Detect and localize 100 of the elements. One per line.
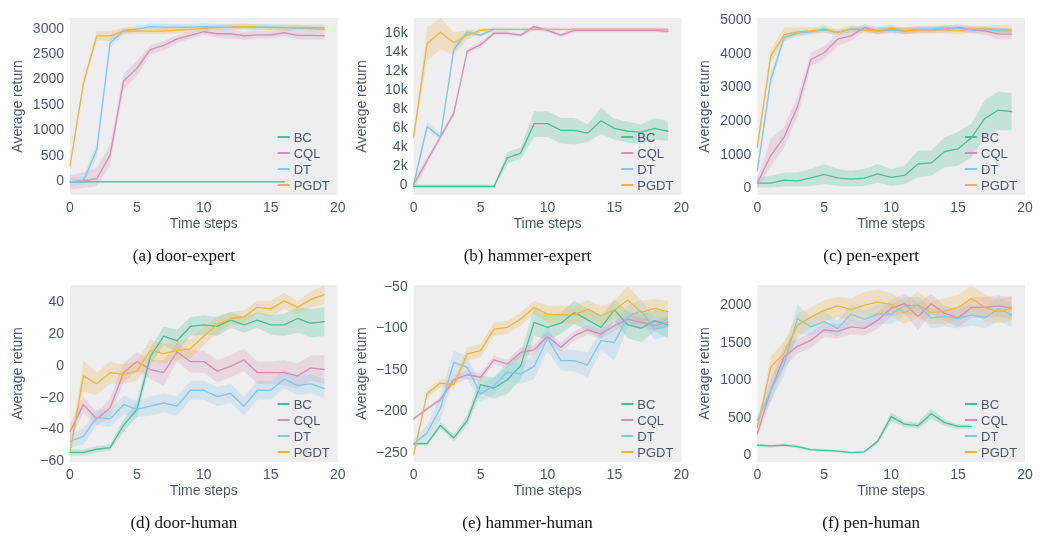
x-tick-label: 20 (1017, 199, 1033, 215)
y-tick-label: 1500 (32, 95, 65, 112)
text: (b) hammer-expert (463, 246, 592, 265)
y-tick-label: −150 (376, 360, 408, 377)
x-tick-label: 5 (820, 199, 829, 215)
x-tick-label: 5 (820, 466, 829, 482)
x-axis-title: Time steps (857, 215, 926, 231)
y-tick-label: 0 (743, 445, 752, 462)
y-tick-label: −40 (40, 420, 65, 437)
y-axis-title: Average return (9, 60, 25, 153)
x-tick-label: 5 (133, 466, 142, 482)
legend-label: PGDT (293, 444, 330, 460)
legend-label: PGDT (637, 444, 674, 460)
x-tick-label: 0 (66, 466, 75, 482)
x-tick-label: 5 (133, 199, 142, 215)
y-tick-label: 2000 (720, 112, 752, 129)
y-tick-label: 500 (40, 146, 65, 163)
x-tick-label: 20 (673, 199, 690, 215)
y-axis-title: Average return (352, 327, 369, 420)
y-tick-label: 2k (392, 157, 409, 174)
x-tick-label: 20 (329, 199, 346, 215)
y-tick-label: −50 (383, 277, 408, 294)
legend-label: DT (981, 428, 999, 444)
x-tick-label: 10 (539, 199, 556, 215)
x-tick-label: 0 (66, 199, 75, 215)
y-tick-label: 10k (385, 81, 409, 98)
x-tick-label: 0 (753, 199, 762, 215)
x-tick-label: 10 (883, 466, 900, 482)
y-tick-label: 1000 (720, 145, 752, 162)
y-tick-label: 6k (392, 119, 409, 136)
x-tick-label: 15 (606, 199, 623, 215)
x-tick-label: 10 (883, 199, 900, 215)
y-tick-label: 1500 (720, 333, 752, 350)
text: (c) pen-expert (823, 246, 920, 265)
x-tick-label: 20 (673, 466, 690, 482)
y-tick-label: 3000 (720, 78, 752, 95)
y-axis-title: Average return (9, 327, 25, 420)
text: (f) pen-human (822, 513, 921, 532)
legend-label: BC (637, 129, 656, 145)
text: (a) door-expert (132, 246, 236, 265)
legend-label: CQL (293, 412, 321, 428)
legend-label: PGDT (981, 177, 1018, 193)
text: (e) hammer-human (462, 513, 594, 532)
legend-label: DT (637, 161, 655, 177)
x-tick-label: 20 (1017, 466, 1033, 482)
text: (d) door-human (130, 513, 238, 532)
legend-label: CQL (981, 412, 1008, 428)
y-axis-title: Average return (352, 60, 369, 153)
y-tick-label: 2500 (32, 44, 65, 61)
legend-label: BC (981, 129, 1000, 145)
x-tick-label: 15 (262, 466, 279, 482)
y-tick-label: −100 (376, 319, 408, 336)
legend-label: BC (293, 129, 312, 145)
y-tick-label: 12k (385, 62, 409, 79)
y-tick-label: −200 (376, 402, 408, 419)
legend-label: BC (981, 396, 1000, 412)
y-tick-label: 16k (385, 24, 409, 41)
x-tick-label: 10 (539, 466, 556, 482)
y-tick-label: 1000 (720, 371, 752, 388)
y-axis-title: Average return (696, 60, 713, 153)
y-tick-label: 4000 (720, 44, 752, 61)
y-tick-label: 0 (743, 179, 752, 196)
x-tick-label: 10 (196, 466, 212, 482)
legend-label: CQL (637, 412, 665, 428)
y-tick-label: 3000 (32, 19, 65, 36)
y-tick-label: 4k (392, 138, 409, 155)
y-tick-label: 2000 (720, 296, 752, 313)
y-tick-label: 500 (727, 408, 752, 425)
legend-label: BC (293, 396, 312, 412)
y-tick-label: 40 (48, 292, 65, 309)
legend-label: CQL (293, 145, 321, 161)
x-tick-label: 15 (606, 466, 623, 482)
y-tick-label: 8k (392, 100, 409, 117)
x-tick-label: 10 (196, 199, 212, 215)
y-tick-label: 20 (48, 324, 65, 341)
x-tick-label: 15 (950, 466, 967, 482)
y-tick-label: −60 (40, 452, 65, 469)
y-tick-label: 2000 (32, 70, 65, 87)
legend-label: DT (293, 161, 312, 177)
legend-label: CQL (637, 145, 665, 161)
legend-label: PGDT (637, 177, 674, 193)
legend-label: DT (637, 428, 655, 444)
y-tick-label: 5000 (720, 10, 752, 27)
x-axis-title: Time steps (169, 482, 238, 498)
line-series (69, 351, 325, 433)
y-tick-label: 1000 (32, 121, 65, 138)
legend-label: CQL (981, 145, 1008, 161)
legend-label: PGDT (293, 177, 330, 193)
y-tick-label: −250 (376, 443, 408, 460)
y-tick-label: 0 (56, 172, 65, 189)
x-axis-title: Time steps (513, 482, 582, 498)
line-series (69, 378, 325, 442)
y-axis-title: Average return (696, 327, 713, 420)
x-tick-label: 0 (753, 466, 762, 482)
x-tick-label: 20 (329, 466, 346, 482)
x-axis-title: Time steps (169, 215, 238, 231)
y-tick-label: 14k (385, 43, 409, 60)
legend-label: PGDT (981, 444, 1018, 460)
legend-label: BC (637, 396, 656, 412)
y-tick-label: −20 (40, 388, 65, 405)
